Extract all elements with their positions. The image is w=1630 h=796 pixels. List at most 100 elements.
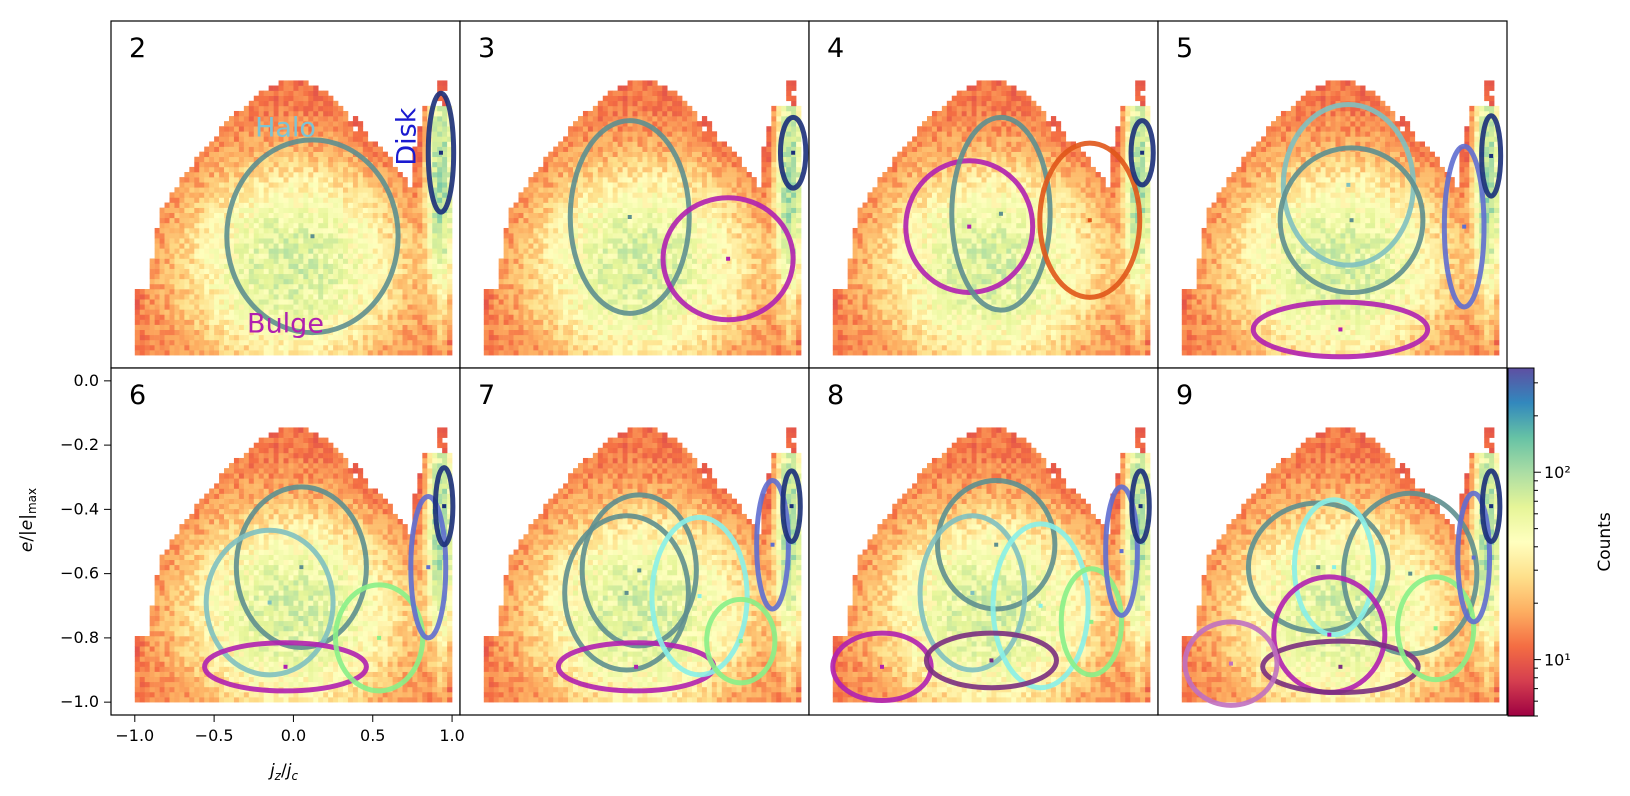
histogram-cell xyxy=(692,192,698,198)
histogram-cell xyxy=(761,273,767,280)
histogram-cell xyxy=(258,294,264,300)
histogram-cell xyxy=(397,248,403,254)
histogram-cell xyxy=(597,273,604,280)
histogram-cell xyxy=(407,299,413,305)
histogram-cell xyxy=(662,334,668,341)
histogram-cell xyxy=(194,222,200,229)
histogram-cell xyxy=(622,289,628,295)
histogram-cell xyxy=(442,105,448,112)
histogram-cell xyxy=(338,172,344,178)
histogram-cell xyxy=(791,278,797,285)
histogram-cell xyxy=(238,166,245,173)
histogram-cell xyxy=(751,319,757,325)
histogram-cell xyxy=(377,238,383,244)
histogram-cell xyxy=(219,294,225,300)
histogram-cell xyxy=(667,197,673,203)
histogram-cell xyxy=(328,222,334,229)
histogram-cell xyxy=(318,207,324,214)
histogram-cell xyxy=(253,350,260,356)
histogram-cell xyxy=(347,243,354,249)
histogram-cell xyxy=(333,289,339,295)
histogram-cell xyxy=(672,202,678,208)
histogram-cell xyxy=(372,197,379,203)
histogram-cell xyxy=(563,350,569,356)
histogram-cell xyxy=(308,324,314,331)
histogram-cell xyxy=(233,156,240,163)
histogram-cell xyxy=(154,268,160,275)
histogram-cell xyxy=(214,222,220,229)
histogram-cell xyxy=(407,253,413,259)
histogram-cell xyxy=(573,238,579,244)
histogram-cell xyxy=(637,192,643,198)
histogram-cell xyxy=(387,339,393,346)
histogram-cell xyxy=(313,172,319,178)
histogram-cell xyxy=(528,192,534,198)
histogram-cell xyxy=(308,217,314,224)
histogram-cell xyxy=(731,329,737,336)
histogram-cell xyxy=(372,156,379,163)
histogram-cell xyxy=(417,309,423,315)
histogram-cell xyxy=(437,116,443,122)
histogram-cell xyxy=(538,263,544,269)
histogram-cell xyxy=(523,233,529,239)
histogram-cell xyxy=(174,319,180,325)
histogram-cell xyxy=(288,151,294,158)
histogram-cell xyxy=(592,314,599,320)
histogram-cell xyxy=(328,197,334,203)
histogram-cell xyxy=(328,243,334,249)
histogram-cell xyxy=(194,304,200,310)
histogram-cell xyxy=(347,156,354,163)
histogram-cell xyxy=(553,197,559,203)
histogram-cell xyxy=(577,243,584,249)
histogram-cell xyxy=(224,263,230,269)
histogram-cell xyxy=(791,350,797,356)
histogram-cell xyxy=(607,283,613,290)
histogram-cell xyxy=(766,329,772,336)
histogram-cell xyxy=(726,324,732,331)
histogram-cell xyxy=(672,319,678,325)
histogram-cell xyxy=(632,289,638,295)
histogram-cell xyxy=(652,222,658,229)
histogram-cell xyxy=(662,304,668,310)
histogram-cell xyxy=(313,121,319,127)
histogram-cell xyxy=(362,253,369,259)
histogram-cell xyxy=(204,309,210,315)
histogram-cell xyxy=(602,197,609,203)
histogram-cell xyxy=(632,187,638,193)
histogram-cell xyxy=(357,344,364,351)
histogram-cell xyxy=(523,344,529,351)
histogram-cell xyxy=(602,233,609,239)
histogram-cell xyxy=(597,192,604,198)
histogram-cell xyxy=(503,334,509,341)
histogram-cell xyxy=(293,161,299,168)
histogram-cell xyxy=(696,299,703,305)
histogram-cell xyxy=(442,253,448,259)
histogram-cell xyxy=(696,253,703,259)
histogram-cell xyxy=(243,278,250,285)
histogram-cell xyxy=(224,126,230,132)
histogram-cell xyxy=(751,207,757,214)
histogram-cell xyxy=(771,233,777,239)
histogram-cell xyxy=(736,329,742,336)
histogram-cell xyxy=(214,253,220,259)
histogram-cell xyxy=(313,197,319,203)
histogram-cell xyxy=(706,273,713,280)
histogram-cell xyxy=(283,243,289,249)
histogram-cell xyxy=(263,95,269,102)
histogram-cell xyxy=(721,350,728,356)
histogram-cell xyxy=(587,304,594,310)
histogram-cell xyxy=(667,299,673,305)
histogram-cell xyxy=(617,227,623,234)
histogram-cell xyxy=(382,161,388,168)
histogram-cell xyxy=(273,222,279,229)
histogram-cell xyxy=(437,339,443,346)
histogram-cell xyxy=(224,350,230,356)
histogram-cell xyxy=(392,339,398,346)
histogram-cell xyxy=(318,121,324,127)
histogram-cell xyxy=(543,339,549,346)
histogram-cell xyxy=(303,177,309,183)
histogram-cell xyxy=(437,253,443,259)
histogram-cell xyxy=(308,110,314,117)
histogram-cell xyxy=(333,187,339,193)
histogram-cell xyxy=(776,278,782,285)
